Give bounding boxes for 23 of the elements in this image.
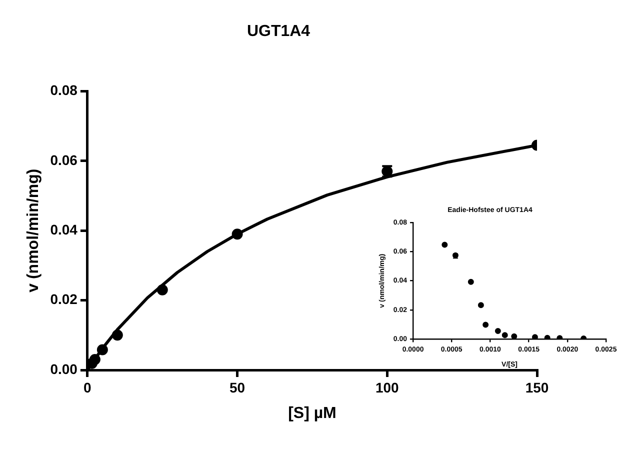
point: [232, 228, 243, 240]
chart-title: UGT1A4: [246, 23, 310, 40]
x-axis-title: [S] µM: [288, 404, 336, 422]
x-tick-label: 0: [84, 379, 92, 396]
point: [87, 358, 98, 369]
y-tick-label: 0.04: [50, 221, 78, 238]
point: [442, 242, 448, 248]
y-tick-label: 0.00: [50, 360, 78, 377]
point: [112, 330, 123, 341]
point: [478, 302, 484, 308]
y-tick-label: 0.08: [50, 82, 78, 98]
point: [468, 278, 474, 285]
point: [482, 322, 489, 328]
point: [502, 332, 508, 338]
point: [494, 328, 501, 334]
x-tick-label: 50: [230, 379, 246, 396]
x-tick-label: 150: [525, 379, 549, 396]
x-tick-label: 100: [375, 379, 400, 396]
y-tick-label: 0.02: [50, 291, 78, 308]
y-axis-title: v (nmol/min/mg): [25, 168, 42, 292]
y-tick-label: 0.06: [50, 152, 78, 168]
point: [96, 344, 108, 356]
point: [156, 284, 168, 296]
